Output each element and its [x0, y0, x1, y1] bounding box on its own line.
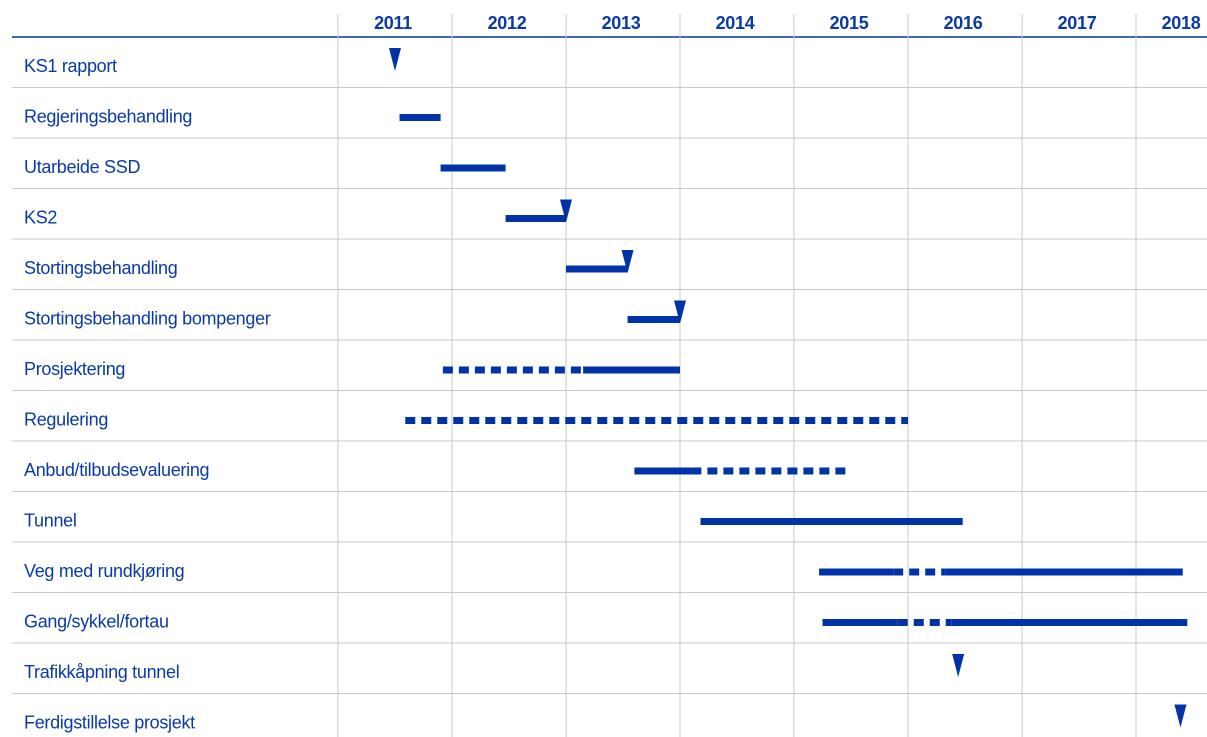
year-label: 2018	[1162, 13, 1201, 33]
task-label: Trafikkåpning tunnel	[24, 662, 179, 682]
year-label: 2013	[602, 13, 641, 33]
year-label: 2016	[944, 13, 983, 33]
milestone	[952, 654, 965, 677]
task-label: Tunnel	[24, 510, 77, 530]
year-label: 2014	[716, 13, 755, 33]
task-label: Prosjektering	[24, 359, 125, 379]
task-label: Regulering	[24, 409, 108, 429]
milestone	[389, 48, 401, 71]
task-label: KS1 rapport	[24, 56, 117, 76]
task-label: KS2	[24, 207, 57, 227]
task-label: Utarbeide SSD	[24, 157, 140, 177]
milestone	[621, 250, 634, 273]
task-label: Stortingsbehandling	[24, 258, 177, 278]
task-label: Stortingsbehandling bompenger	[24, 308, 271, 328]
year-label: 2011	[374, 13, 412, 33]
task-label: Ferdigstillelse prosjekt	[24, 712, 195, 732]
year-label: 2017	[1058, 13, 1097, 33]
task-label: Anbud/tilbudsevaluering	[24, 460, 209, 480]
year-label: 2012	[488, 13, 527, 33]
milestone	[1174, 704, 1187, 728]
year-label: 2015	[830, 13, 869, 33]
milestone	[674, 300, 686, 324]
milestone	[560, 199, 572, 223]
task-label: Regjeringsbehandling	[24, 106, 192, 126]
task-label: Gang/sykkel/fortau	[24, 611, 169, 631]
task-label: Veg med rundkjøring	[24, 561, 184, 581]
